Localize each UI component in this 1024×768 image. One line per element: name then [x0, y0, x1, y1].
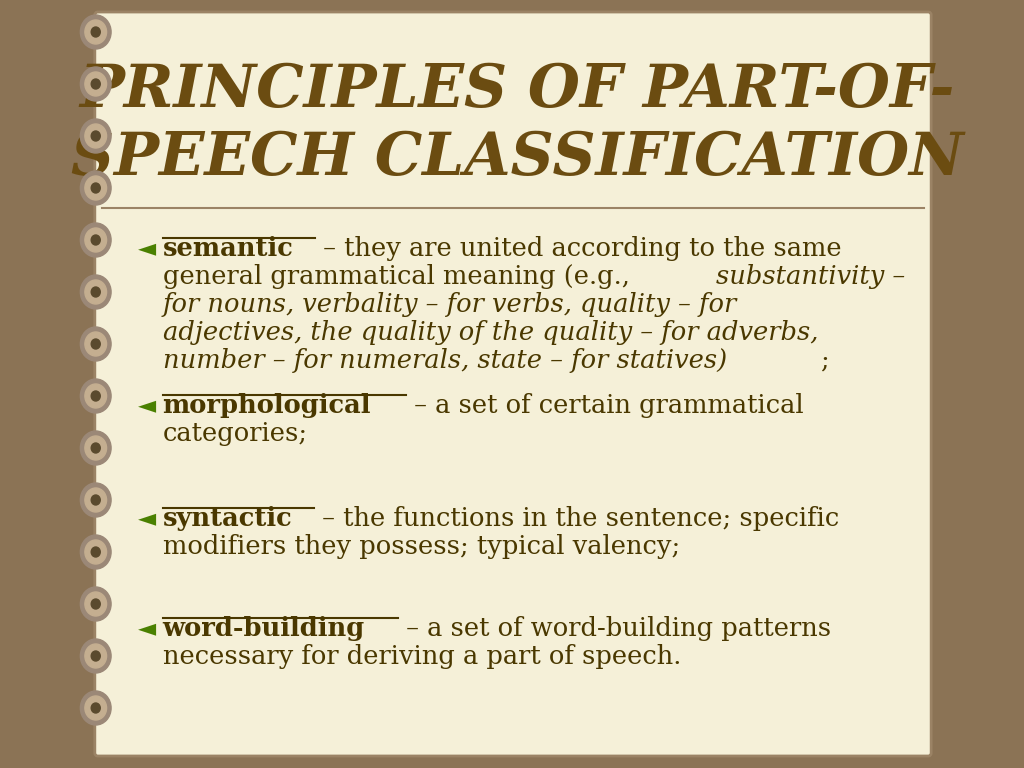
Text: general grammatical meaning (e.g.,: general grammatical meaning (e.g.,: [163, 264, 638, 289]
Circle shape: [85, 644, 106, 668]
Circle shape: [85, 332, 106, 356]
Circle shape: [80, 379, 111, 413]
Circle shape: [80, 171, 111, 205]
Circle shape: [80, 275, 111, 309]
Circle shape: [85, 696, 106, 720]
Circle shape: [80, 223, 111, 257]
Text: morphological: morphological: [163, 393, 371, 418]
Circle shape: [91, 599, 100, 609]
Text: adjectives, the quality of the quality – for adverbs,: adjectives, the quality of the quality –…: [163, 320, 818, 345]
Circle shape: [91, 27, 100, 37]
Circle shape: [80, 431, 111, 465]
Circle shape: [91, 703, 100, 713]
Circle shape: [91, 443, 100, 453]
FancyBboxPatch shape: [95, 12, 931, 756]
Circle shape: [85, 488, 106, 512]
Text: ◄: ◄: [138, 393, 157, 417]
Text: number – for numerals, state – for statives): number – for numerals, state – for stati…: [163, 348, 727, 373]
Circle shape: [85, 592, 106, 616]
Circle shape: [85, 20, 106, 44]
Circle shape: [85, 72, 106, 96]
Circle shape: [85, 124, 106, 148]
Text: semantic: semantic: [163, 236, 294, 261]
Circle shape: [91, 235, 100, 245]
Text: PRINCIPLES OF PART-OF-: PRINCIPLES OF PART-OF-: [80, 61, 955, 119]
Circle shape: [80, 535, 111, 569]
Circle shape: [91, 495, 100, 505]
Text: categories;: categories;: [163, 421, 307, 446]
Circle shape: [91, 131, 100, 141]
Circle shape: [80, 119, 111, 153]
Text: modifiers they possess; typical valency;: modifiers they possess; typical valency;: [163, 534, 680, 559]
Text: necessary for deriving a part of speech.: necessary for deriving a part of speech.: [163, 644, 681, 669]
Text: – a set of certain grammatical: – a set of certain grammatical: [406, 393, 803, 418]
Text: – a set of word-building patterns: – a set of word-building patterns: [398, 616, 831, 641]
Circle shape: [80, 15, 111, 49]
Circle shape: [91, 183, 100, 193]
Text: SPEECH CLASSIFICATION: SPEECH CLASSIFICATION: [71, 129, 964, 187]
Circle shape: [91, 287, 100, 297]
Circle shape: [80, 483, 111, 517]
Text: – the functions in the sentence; specific: – the functions in the sentence; specifi…: [313, 506, 839, 531]
Circle shape: [91, 79, 100, 89]
Text: – they are united according to the same: – they are united according to the same: [315, 236, 842, 261]
Text: substantivity –: substantivity –: [716, 264, 905, 289]
Circle shape: [91, 547, 100, 557]
Circle shape: [80, 639, 111, 673]
Circle shape: [85, 228, 106, 252]
Circle shape: [80, 327, 111, 361]
Circle shape: [85, 280, 106, 304]
Text: ;: ;: [820, 348, 828, 373]
Text: for nouns, verbality – for verbs, quality – for: for nouns, verbality – for verbs, qualit…: [163, 292, 737, 317]
Circle shape: [85, 384, 106, 408]
Circle shape: [85, 540, 106, 564]
Text: ◄: ◄: [138, 236, 157, 260]
Text: ◄: ◄: [138, 506, 157, 530]
Circle shape: [85, 176, 106, 200]
Circle shape: [91, 339, 100, 349]
Circle shape: [91, 651, 100, 661]
Circle shape: [85, 436, 106, 460]
Text: ◄: ◄: [138, 616, 157, 640]
Text: word-building: word-building: [163, 616, 365, 641]
FancyBboxPatch shape: [17, 1, 940, 767]
Text: syntactic: syntactic: [163, 506, 292, 531]
Circle shape: [80, 67, 111, 101]
Circle shape: [80, 587, 111, 621]
Circle shape: [80, 691, 111, 725]
Circle shape: [91, 391, 100, 401]
